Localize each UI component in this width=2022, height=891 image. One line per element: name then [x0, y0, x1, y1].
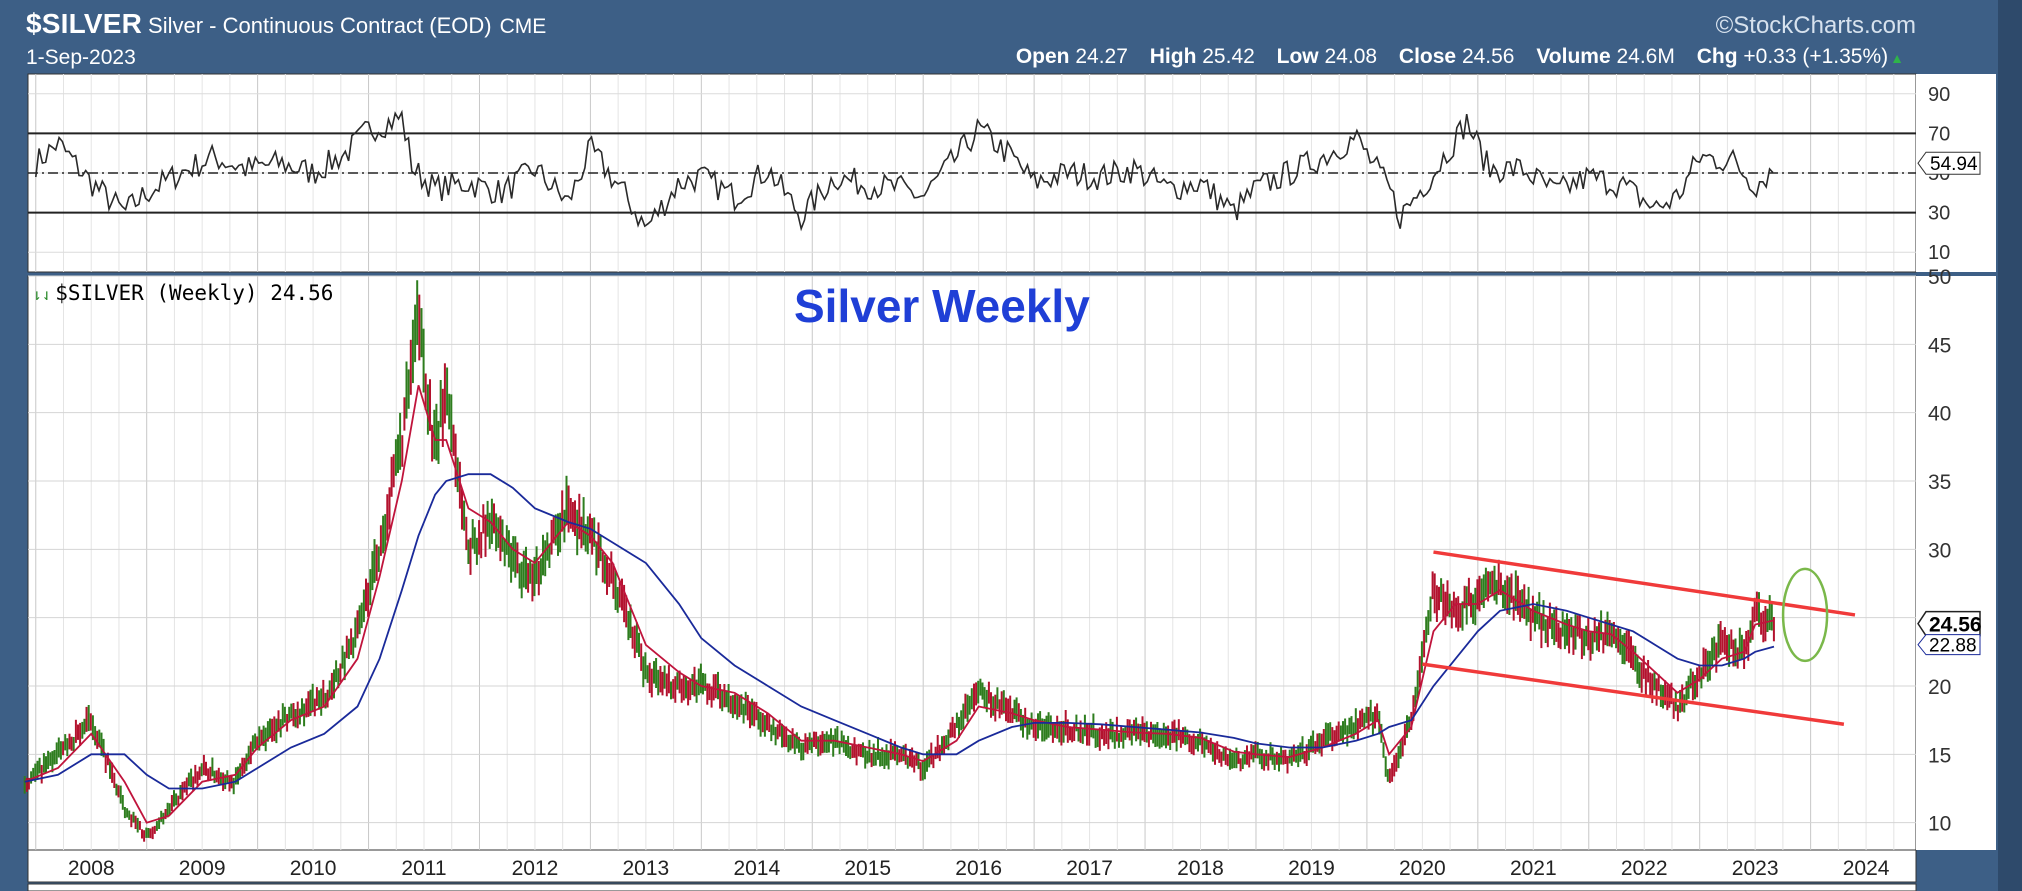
close-label: Close [1398, 45, 1457, 68]
legend-text: $SILVER (Weekly) 24.56 [55, 281, 334, 305]
x-tick-label: 2021 [1510, 857, 1557, 880]
price-axis-bg [1916, 276, 1996, 850]
exchange-label: CME [499, 15, 547, 38]
x-tick-label: 2023 [1732, 857, 1779, 880]
rsi-value-label: 54.94 [1930, 154, 1978, 175]
annotation-title: Silver Weekly [794, 280, 1090, 332]
rsi-tick-label: 10 [1928, 242, 1950, 264]
price-value-label: 24.56 [1929, 614, 1982, 637]
x-tick-label: 2014 [733, 857, 780, 880]
x-tick-label: 2009 [179, 857, 226, 880]
highlight-ellipse [1781, 567, 1829, 663]
price-tick-label: 40 [1928, 403, 1951, 426]
ma-short-line [24, 385, 1775, 824]
x-tick-label: 2018 [1177, 857, 1224, 880]
x-tick-label: 2024 [1843, 857, 1890, 880]
volume-value: 24.6M [1616, 45, 1675, 68]
x-tick-label: 2017 [1066, 857, 1113, 880]
low-label: Low [1276, 45, 1319, 68]
price-tick-label: 15 [1928, 744, 1951, 767]
ticker-symbol: $SILVER [26, 8, 143, 39]
brand-watermark: ©StockCharts.com [1715, 12, 1916, 39]
price-tick-label: 50 [1928, 266, 1951, 289]
channel-lower-line [1422, 662, 1845, 726]
rsi-value-tag [1917, 151, 1981, 175]
ma-long-line [24, 473, 1775, 790]
quote-bar: Open 24.27 High 25.42 Low 24.08 Close 24… [1016, 45, 1904, 69]
x-tick-label: 2020 [1399, 857, 1446, 880]
price-panel [27, 275, 1917, 851]
x-tick-label: 2011 [401, 857, 446, 880]
chg-label: Chg [1696, 45, 1738, 68]
chart-header: $SILVER Silver - Continuous Contract (EOD… [26, 8, 546, 40]
up-arrow-icon: ▲ [1890, 50, 1904, 66]
low-value: 24.08 [1324, 45, 1378, 68]
x-tick-label: 2022 [1621, 857, 1668, 880]
close-value: 24.56 [1461, 45, 1515, 68]
window-edge [1998, 0, 2022, 891]
x-tick-label: 2015 [844, 857, 891, 880]
open-label: Open [1015, 45, 1070, 68]
open-value: 24.27 [1075, 45, 1128, 68]
rsi-tick-label: 30 [1928, 203, 1950, 225]
rsi-tick-label: 70 [1928, 123, 1950, 145]
x-tick-label: 2013 [623, 857, 670, 880]
price-tick-label: 10 [1928, 813, 1951, 836]
price-bars-icon: ⇂⇃ [32, 285, 52, 304]
x-tick-label: 2010 [290, 857, 337, 880]
lower-panel-edge [27, 883, 1917, 891]
x-axis-panel [27, 849, 1917, 883]
price-tick-label: 35 [1928, 471, 1951, 494]
rsi-tick-label: 90 [1928, 84, 1950, 106]
price-value-tag [1917, 610, 1981, 637]
x-tick-label: 2016 [955, 857, 1002, 880]
price-tick-label: 30 [1928, 539, 1951, 562]
chart-date: 1-Sep-2023 [26, 46, 136, 69]
ma-value-tag [1917, 634, 1981, 656]
high-value: 25.42 [1202, 45, 1255, 68]
x-tick-label: 2019 [1288, 857, 1335, 880]
price-legend: ⇂⇃ $SILVER (Weekly) 24.56 [32, 281, 333, 305]
price-tick-label: 20 [1928, 676, 1951, 699]
x-tick-label: 2012 [512, 857, 559, 880]
chg-value: +0.33 (+1.35%) [1743, 45, 1889, 68]
instrument-description: Silver - Continuous Contract (EOD) [148, 13, 492, 38]
ma-value-label: 22.88 [1929, 636, 1977, 657]
high-label: High [1149, 45, 1197, 68]
x-tick-label: 2008 [68, 857, 115, 880]
price-tick-label: 45 [1928, 334, 1951, 357]
volume-label: Volume [1536, 45, 1611, 68]
rsi-line [35, 109, 1774, 232]
